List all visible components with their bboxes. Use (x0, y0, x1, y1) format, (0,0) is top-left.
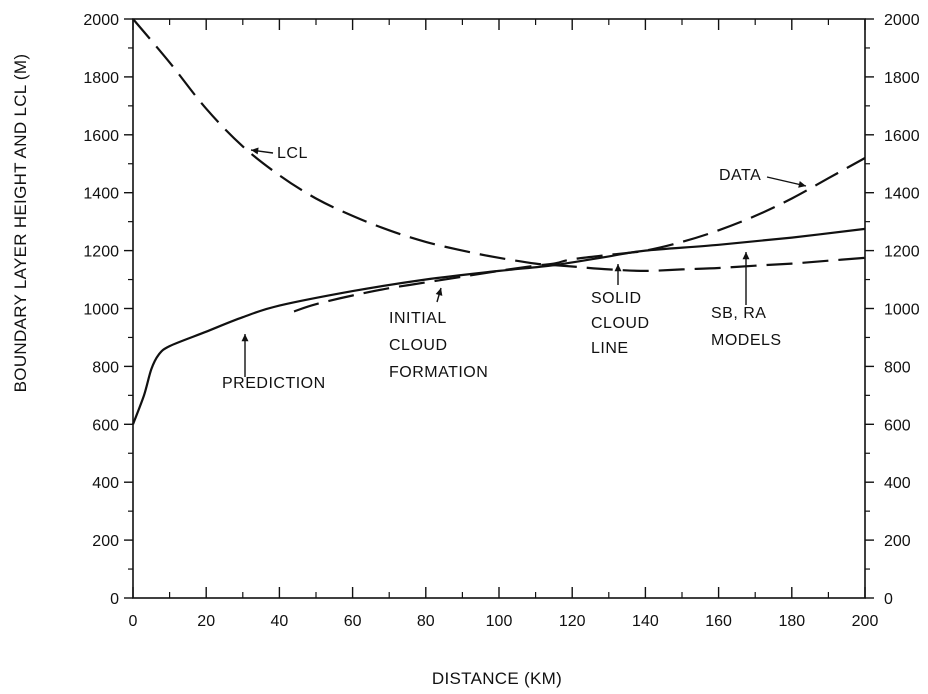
y-tick-label-left: 2000 (83, 12, 119, 29)
y-tick-label-left: 800 (92, 359, 119, 376)
series-layer (131, 18, 866, 425)
annotations: LCL DATA INITIAL CLOUD FORMATION SOLID C… (222, 145, 782, 392)
y-tick-label-right: 1800 (884, 70, 920, 87)
y-tick-label-right: 400 (884, 475, 911, 492)
y-tick-label-right: 1000 (884, 302, 920, 319)
annotation-models: MODELS (711, 332, 782, 349)
arrow-solid-cloud-line-head (614, 264, 622, 272)
x-tick-label: 100 (486, 613, 513, 630)
annotation-lcl: LCL (277, 145, 308, 162)
annotation-cloud-2: CLOUD (591, 315, 650, 332)
x-tick-label: 80 (417, 613, 435, 630)
annotation-line: LINE (591, 340, 629, 357)
annotation-initial: INITIAL (389, 310, 447, 327)
x-tick-label: 200 (852, 613, 879, 630)
arrow-data-head (798, 180, 806, 188)
x-tick-label: 60 (344, 613, 362, 630)
annotation-data: DATA (719, 167, 761, 184)
annotation-prediction: PREDICTION (222, 375, 326, 392)
x-axis-title: DISTANCE (KM) (432, 669, 562, 688)
y-tick-label-left: 200 (92, 533, 119, 550)
x-tick-label: 0 (129, 613, 138, 630)
arrow-sb-ra-models-head (742, 252, 750, 260)
annotation-cloud-1: CLOUD (389, 337, 448, 354)
x-tick-label: 40 (271, 613, 289, 630)
x-tick-label: 20 (197, 613, 215, 630)
y-tick-label-left: 400 (92, 475, 119, 492)
annotation-formation: FORMATION (389, 364, 488, 381)
y-axis-title: BOUNDARY LAYER HEIGHT AND LCL (M) (11, 54, 30, 393)
y-tick-label-left: 600 (92, 417, 119, 434)
x-tick-label: 140 (632, 613, 659, 630)
y-tick-label-right: 200 (884, 533, 911, 550)
x-tick-label: 120 (559, 613, 586, 630)
arrow-initial-cloud-formation-head (435, 288, 443, 296)
y-tick-label-right: 2000 (884, 12, 920, 29)
annotation-arrows (241, 147, 807, 377)
series-prediction (131, 227, 866, 425)
y-tick-label-right: 1600 (884, 128, 920, 145)
y-tick-label-right: 1200 (884, 244, 920, 261)
y-tick-label-right: 1400 (884, 186, 920, 203)
arrow-lcl-head (251, 147, 259, 155)
y-tick-label-left: 1600 (83, 128, 119, 145)
y-tick-label-left: 1200 (83, 244, 119, 261)
arrow-prediction-head (241, 334, 249, 342)
x-tick-label: 160 (705, 613, 732, 630)
series-lcl (132, 18, 866, 273)
y-tick-label-right: 600 (884, 417, 911, 434)
x-tick-label: 180 (778, 613, 805, 630)
y-tick-label-right: 800 (884, 359, 911, 376)
y-tick-label-left: 1000 (83, 302, 119, 319)
annotation-solid: SOLID (591, 290, 642, 307)
y-tick-label-left: 0 (110, 591, 119, 608)
y-tick-label-left: 1400 (83, 186, 119, 203)
y-tick-label-right: 0 (884, 591, 893, 608)
annotation-sb-ra: SB, RA (711, 305, 766, 322)
series-data (293, 157, 866, 313)
y-tick-label-left: 1800 (83, 70, 119, 87)
